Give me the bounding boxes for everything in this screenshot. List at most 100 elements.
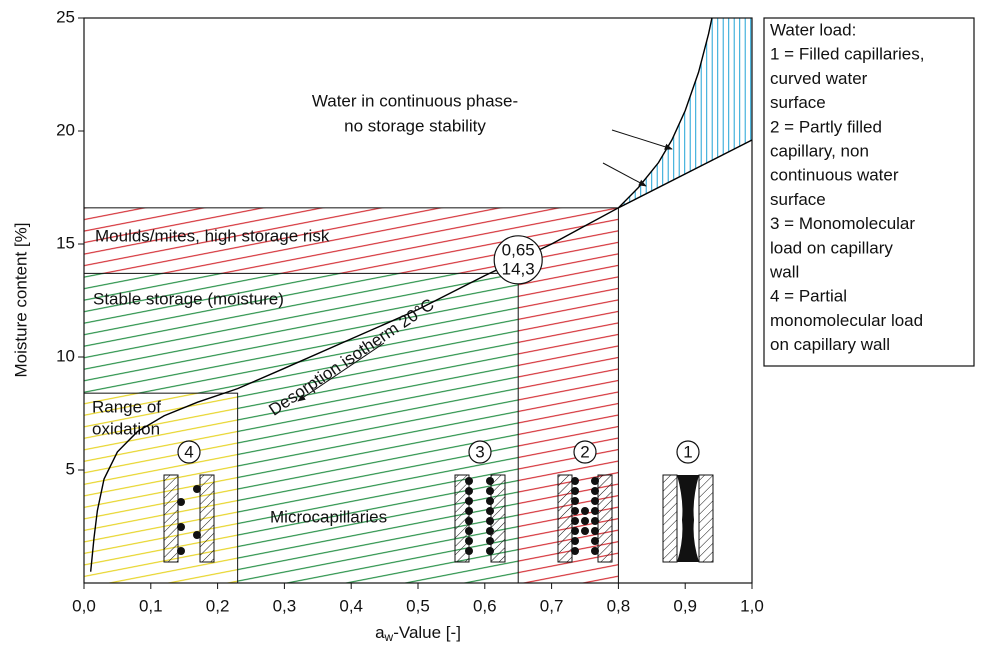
- annotation: Microcapillaries: [270, 507, 387, 526]
- water-molecule: [177, 547, 185, 555]
- annotation: Water in continuous phase-: [312, 91, 518, 110]
- capillary-wall: [163, 474, 179, 563]
- water-molecule: [193, 531, 201, 539]
- legend-text: monomolecular load: [770, 311, 923, 330]
- legend-text: wall: [769, 262, 799, 281]
- water-molecule: [571, 497, 579, 505]
- water-molecule: [486, 487, 494, 495]
- icon-number: 2: [580, 442, 589, 461]
- capillary-wall: [662, 474, 678, 563]
- x-tick-label: 1,0: [740, 596, 764, 615]
- water-molecule: [571, 547, 579, 555]
- water-molecule: [571, 507, 579, 515]
- water-molecule: [465, 477, 473, 485]
- water-molecule: [465, 537, 473, 545]
- region-label: Range of: [92, 397, 161, 416]
- point-label: 14,3: [502, 259, 535, 278]
- x-tick-label: 0,4: [339, 596, 363, 615]
- water-molecule: [581, 507, 589, 515]
- legend-text: continuous water: [770, 166, 899, 185]
- water-molecule: [177, 498, 185, 506]
- x-tick-label: 0,0: [72, 596, 96, 615]
- x-tick-label: 0,5: [406, 596, 430, 615]
- water-molecule: [571, 477, 579, 485]
- series-line: [618, 139, 753, 209]
- water-molecule: [465, 527, 473, 535]
- water-molecule: [571, 527, 579, 535]
- legend-text: capillary, non: [770, 141, 869, 160]
- water-molecule: [581, 527, 589, 535]
- water-molecule: [177, 523, 185, 531]
- y-tick-label: 25: [56, 7, 75, 26]
- legend-text: 4 = Partial: [770, 287, 847, 306]
- legend-box: [763, 17, 975, 367]
- water-molecule: [486, 517, 494, 525]
- x-tick-label: 0,7: [540, 596, 564, 615]
- legend-text: surface: [770, 93, 826, 112]
- y-tick-label: 15: [56, 233, 75, 252]
- y-tick-label: 5: [66, 459, 75, 478]
- icon-number-circle: [573, 440, 597, 464]
- icon-number: 4: [184, 442, 193, 461]
- capillary-wall: [199, 474, 215, 563]
- legend-text: Water load:: [770, 20, 856, 39]
- arrow: [611, 129, 673, 150]
- x-tick-label: 0,2: [206, 596, 230, 615]
- capillary-water: [677, 475, 699, 562]
- annotation: no storage stability: [344, 116, 486, 135]
- water-molecule: [486, 477, 494, 485]
- x-tick-label: 0,9: [673, 596, 697, 615]
- legend-text: 2 = Partly filled: [770, 117, 882, 136]
- legend-text: load on capillary: [770, 238, 893, 257]
- water-molecule: [465, 487, 473, 495]
- water-molecule: [591, 477, 599, 485]
- y-tick-label: 10: [56, 346, 75, 365]
- legend-text: 1 = Filled capillaries,: [770, 45, 925, 64]
- x-tick-label: 0,8: [607, 596, 631, 615]
- water-molecule: [591, 497, 599, 505]
- region-label: Stable storage (moisture): [93, 289, 284, 308]
- water-molecule: [591, 527, 599, 535]
- x-tick-label: 0,3: [273, 596, 297, 615]
- water-molecule: [581, 517, 589, 525]
- water-molecule: [465, 517, 473, 525]
- icon-number-circle: [468, 440, 492, 464]
- water-molecule: [486, 537, 494, 545]
- water-molecule: [193, 485, 201, 493]
- icon-number: 1: [683, 442, 692, 461]
- water-molecule: [591, 547, 599, 555]
- region-label: Moulds/mites, high storage risk: [95, 226, 330, 245]
- icon-number-circle: [177, 440, 201, 464]
- capillary-wall: [557, 474, 573, 563]
- water-molecule: [486, 547, 494, 555]
- x-axis-label: aw-Value [-]: [375, 623, 461, 644]
- y-tick-label: 20: [56, 120, 75, 139]
- water-molecule: [486, 527, 494, 535]
- region-label: oxidation: [92, 419, 160, 438]
- water-molecule: [465, 497, 473, 505]
- point-marker: [493, 235, 543, 285]
- water-molecule: [486, 497, 494, 505]
- x-tick-label: 0,1: [139, 596, 163, 615]
- arrow: [602, 162, 647, 187]
- water-molecule: [465, 507, 473, 515]
- water-molecule: [571, 537, 579, 545]
- legend-text: on capillary wall: [770, 335, 890, 354]
- water-molecule: [571, 487, 579, 495]
- legend-text: 3 = Monomolecular: [770, 214, 915, 233]
- icon-number: 3: [475, 442, 484, 461]
- legend-text: curved water: [770, 69, 868, 88]
- continuous-phase-area: [618, 18, 752, 208]
- water-molecule: [591, 537, 599, 545]
- water-molecule: [465, 547, 473, 555]
- legend-text: surface: [770, 190, 826, 209]
- water-molecule: [486, 507, 494, 515]
- x-tick-label: 0,6: [473, 596, 497, 615]
- water-molecule: [591, 517, 599, 525]
- water-molecule: [591, 487, 599, 495]
- arrow: [297, 342, 385, 402]
- series-line: [89, 17, 713, 572]
- icon-number-circle: [676, 440, 700, 464]
- water-molecule: [571, 517, 579, 525]
